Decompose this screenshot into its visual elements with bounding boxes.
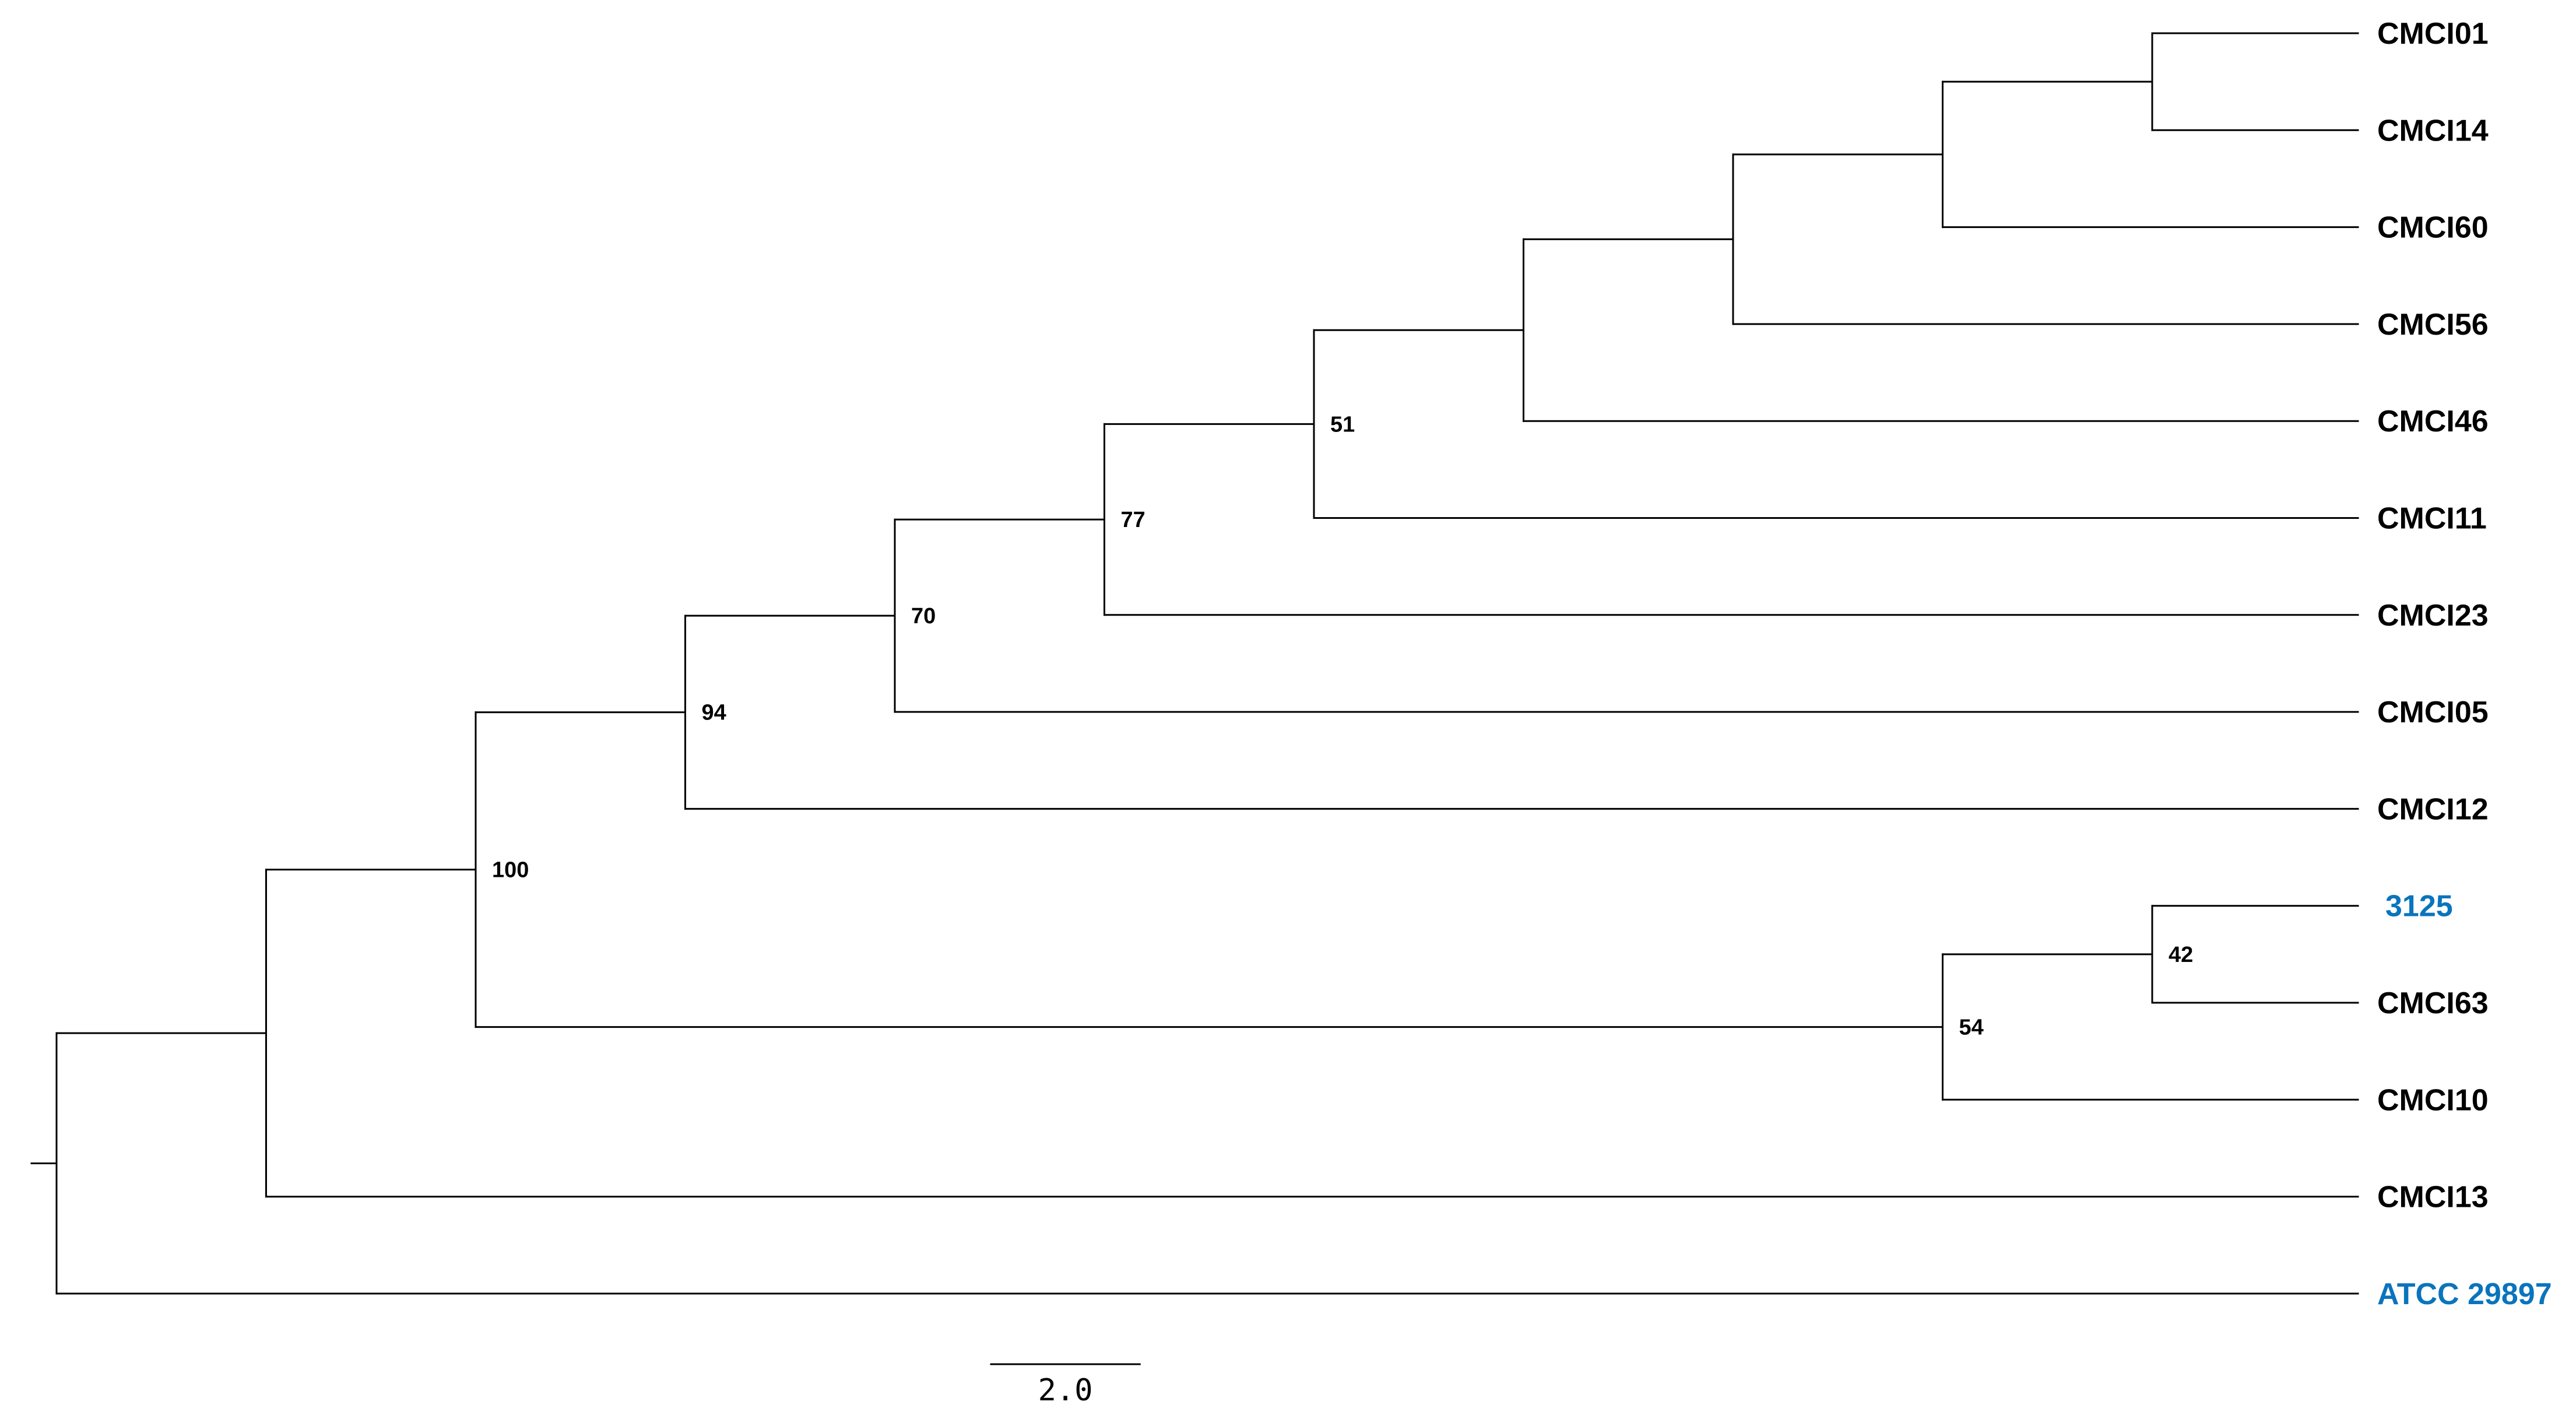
tree-branches <box>30 32 2359 1295</box>
tip-label-t_cmci63: CMCI63 <box>2377 986 2489 1020</box>
scale-bar-label: 2.0 <box>1038 1373 1093 1408</box>
tip-label-t_cmci10: CMCI10 <box>2377 1083 2489 1117</box>
tip-label-t_cmci01: CMCI01 <box>2377 17 2489 51</box>
tip-label-t_atcc29897: ATCC 29897 <box>2377 1277 2552 1311</box>
tip-label-t_cmci56: CMCI56 <box>2377 308 2489 342</box>
tip-label-t_cmci11: CMCI11 <box>2377 502 2487 536</box>
tip-label-t_cmci60: CMCI60 <box>2377 211 2489 245</box>
support-value-n_k: 54 <box>1959 1016 1984 1040</box>
support-value-n_e: 77 <box>1121 508 1145 532</box>
tip-label-t_cmci12: CMCI12 <box>2377 792 2489 826</box>
support-value-n_d: 70 <box>911 604 936 628</box>
tip-label-t_cmci46: CMCI46 <box>2377 405 2489 438</box>
tip-label-t_3125: 3125 <box>2385 890 2453 923</box>
tip-labels: CMCI01 CMCI14 CMCI60 CMCI56 CMCI46 CMCI11 CMCI… <box>2377 17 2552 1311</box>
support-value-n_b: 100 <box>492 858 529 883</box>
tip-label-t_cmci14: CMCI14 <box>2377 114 2489 147</box>
tip-label-t_cmci05: CMCI05 <box>2377 696 2489 729</box>
support-value-n_l: 42 <box>2169 943 2193 967</box>
support-value-n_c: 94 <box>702 701 726 725</box>
support-value-n_f: 51 <box>1330 412 1355 437</box>
scale-bar: 2.0 <box>990 1363 1141 1408</box>
tip-label-t_cmci23: CMCI23 <box>2377 599 2489 633</box>
tip-label-t_cmci13: CMCI13 <box>2377 1181 2489 1214</box>
bootstrap-support-values: 100 94 70 77 51 54 42 <box>492 412 2193 1039</box>
